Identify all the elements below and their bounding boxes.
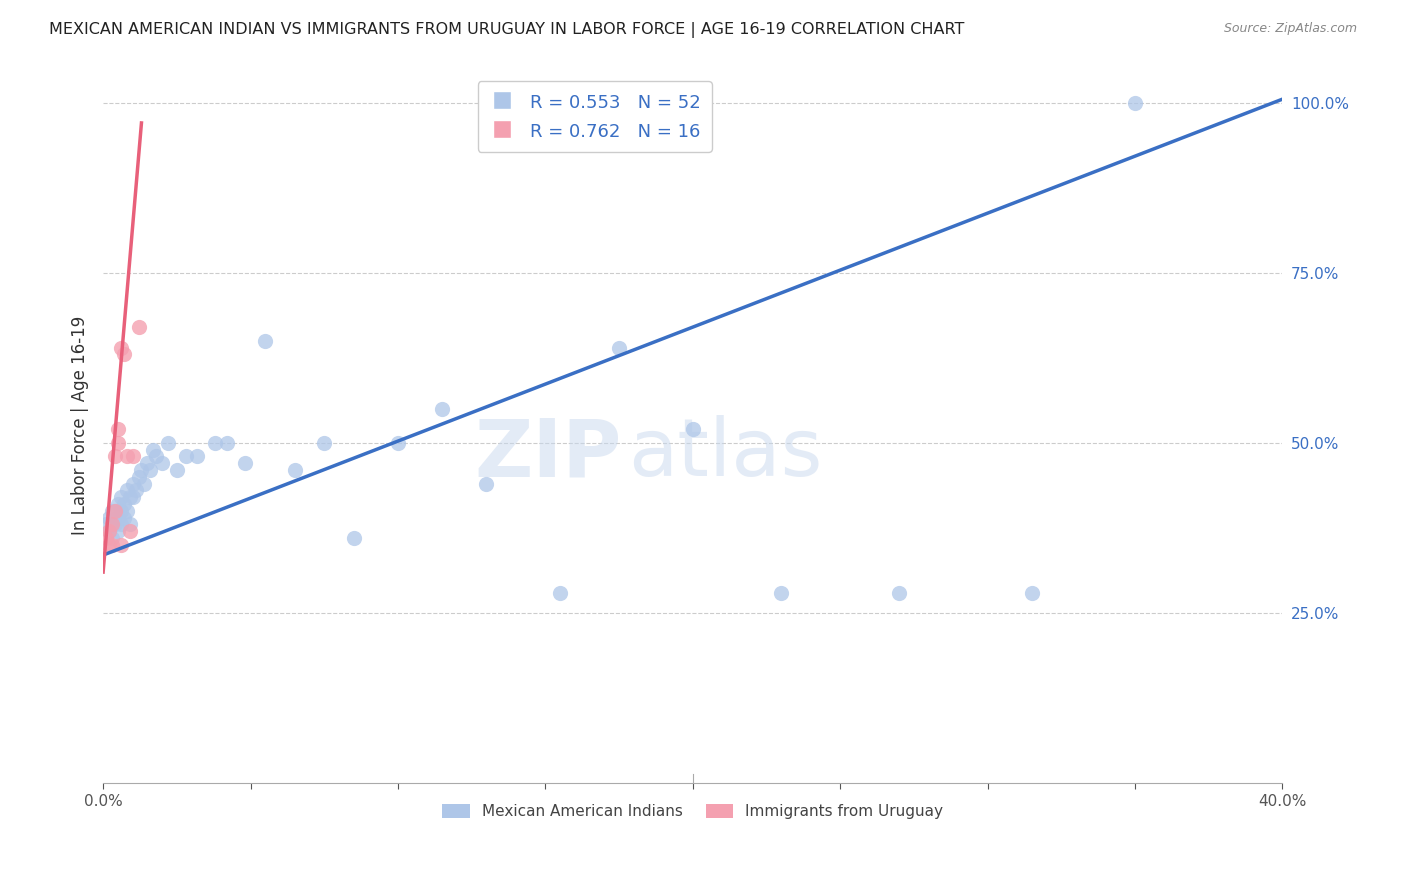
Point: [101, 517, 124, 532]
Point: [112, 347, 135, 361]
Point: [110, 341, 132, 355]
Point: [139, 463, 162, 477]
Point: [110, 517, 132, 532]
Point: [118, 517, 141, 532]
Point: [107, 524, 129, 539]
Point: [204, 435, 226, 450]
Point: [110, 490, 132, 504]
Point: [107, 510, 129, 524]
Point: [115, 504, 138, 518]
Point: [548, 585, 571, 599]
Point: [145, 450, 167, 464]
Point: [98, 510, 121, 524]
Text: ZIP: ZIP: [475, 416, 621, 493]
Point: [110, 538, 132, 552]
Point: [150, 456, 173, 470]
Point: [1021, 585, 1043, 599]
Point: [254, 334, 277, 348]
Point: [112, 510, 135, 524]
Point: [1123, 95, 1146, 110]
Point: [98, 524, 121, 539]
Point: [607, 341, 630, 355]
Point: [233, 456, 256, 470]
Point: [284, 463, 307, 477]
Point: [134, 476, 156, 491]
Point: [118, 490, 141, 504]
Point: [128, 320, 150, 334]
Point: [770, 585, 793, 599]
Point: [115, 483, 138, 498]
Point: [104, 450, 127, 464]
Point: [215, 435, 238, 450]
Point: [115, 450, 138, 464]
Point: [104, 504, 127, 518]
Point: [107, 497, 129, 511]
Point: [475, 476, 498, 491]
Point: [101, 517, 124, 532]
Point: [121, 450, 143, 464]
Point: [128, 470, 150, 484]
Point: [98, 538, 121, 552]
Point: [101, 538, 124, 552]
Point: [98, 524, 121, 539]
Point: [136, 456, 159, 470]
Point: [94, 531, 117, 545]
Legend: Mexican American Indians, Immigrants from Uruguay: Mexican American Indians, Immigrants fro…: [436, 797, 949, 825]
Point: [682, 422, 704, 436]
Point: [131, 463, 153, 477]
Point: [104, 517, 127, 532]
Point: [186, 450, 208, 464]
Point: [314, 435, 336, 450]
Point: [124, 483, 146, 498]
Point: [110, 504, 132, 518]
Point: [432, 401, 454, 416]
Point: [101, 531, 124, 545]
Point: [174, 450, 197, 464]
Point: [889, 585, 911, 599]
Point: [166, 463, 188, 477]
Point: [107, 422, 129, 436]
Point: [118, 524, 141, 539]
Text: Source: ZipAtlas.com: Source: ZipAtlas.com: [1223, 22, 1357, 36]
Point: [121, 490, 143, 504]
Point: [142, 442, 165, 457]
Point: [121, 476, 143, 491]
Text: atlas: atlas: [628, 416, 823, 493]
Point: [343, 531, 366, 545]
Point: [107, 435, 129, 450]
Y-axis label: In Labor Force | Age 16-19: In Labor Force | Age 16-19: [72, 316, 89, 535]
Point: [156, 435, 179, 450]
Point: [101, 504, 124, 518]
Point: [104, 504, 127, 518]
Point: [387, 435, 409, 450]
Point: [94, 517, 117, 532]
Text: MEXICAN AMERICAN INDIAN VS IMMIGRANTS FROM URUGUAY IN LABOR FORCE | AGE 16-19 CO: MEXICAN AMERICAN INDIAN VS IMMIGRANTS FR…: [49, 22, 965, 38]
Point: [112, 497, 135, 511]
